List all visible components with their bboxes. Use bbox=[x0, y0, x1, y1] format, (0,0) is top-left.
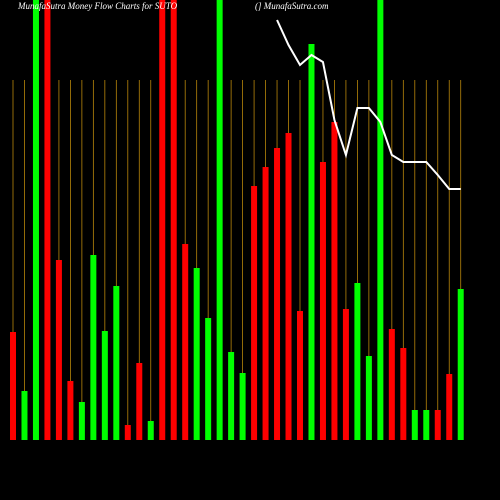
bar bbox=[239, 373, 246, 440]
bar bbox=[10, 332, 16, 440]
bar bbox=[44, 0, 51, 440]
bar bbox=[400, 348, 407, 440]
bar bbox=[319, 162, 326, 440]
bar bbox=[457, 289, 464, 440]
money-flow-line bbox=[276, 19, 461, 190]
bar bbox=[21, 391, 28, 440]
bar bbox=[331, 122, 338, 440]
bar bbox=[342, 309, 349, 440]
bar bbox=[446, 374, 453, 440]
bar bbox=[251, 186, 258, 440]
bar bbox=[101, 331, 108, 440]
bar bbox=[90, 255, 97, 440]
bar bbox=[354, 283, 361, 440]
bar bbox=[170, 0, 177, 440]
bar bbox=[216, 0, 223, 440]
bar bbox=[78, 402, 85, 440]
bar bbox=[55, 260, 62, 440]
bar bbox=[205, 318, 212, 440]
bar bbox=[228, 352, 235, 440]
bar bbox=[113, 286, 120, 440]
bar bbox=[434, 410, 441, 440]
line-layer bbox=[276, 19, 461, 190]
bar bbox=[423, 410, 430, 440]
bar bbox=[136, 363, 143, 440]
bar bbox=[124, 425, 131, 440]
bar bbox=[365, 356, 372, 440]
bar bbox=[182, 244, 189, 440]
bar bbox=[262, 167, 269, 440]
bar bbox=[377, 0, 384, 440]
bar bbox=[274, 148, 281, 440]
bar bbox=[388, 329, 395, 440]
bar bbox=[32, 0, 39, 440]
bar bbox=[297, 311, 303, 440]
bar bbox=[67, 381, 74, 440]
bar bbox=[159, 0, 166, 440]
chart-title: MunafaSutra Money Flow Charts for SUTO bbox=[17, 1, 178, 11]
bars bbox=[10, 0, 464, 440]
bar bbox=[285, 133, 292, 440]
bar bbox=[147, 421, 154, 440]
bar bbox=[308, 44, 315, 440]
chart-subtitle: (] MunafaSutra.com bbox=[255, 1, 329, 11]
bar bbox=[193, 268, 200, 440]
bar bbox=[411, 410, 418, 440]
